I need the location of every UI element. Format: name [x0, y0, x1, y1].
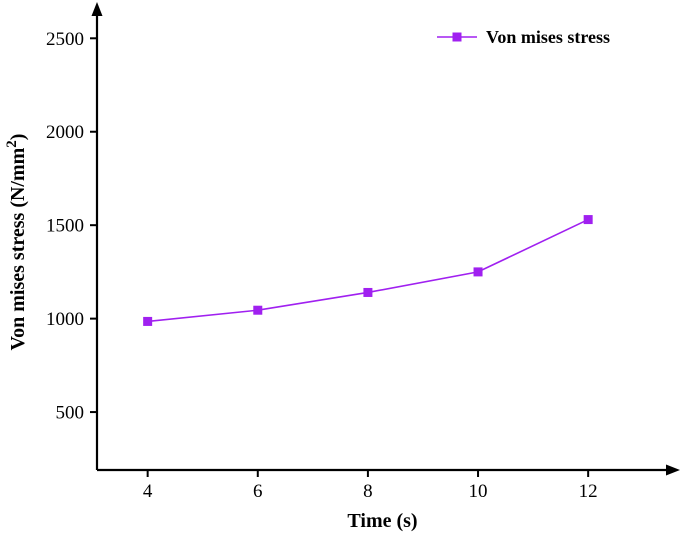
x-tick-label: 8 — [363, 481, 373, 502]
y-tick-label: 2500 — [46, 29, 84, 50]
y-tick-label: 500 — [56, 403, 85, 424]
y-axis-title: Von mises stress (N/mm2) — [4, 134, 29, 351]
legend-marker — [452, 32, 462, 42]
x-tick-label: 4 — [143, 481, 153, 502]
data-point-marker — [253, 305, 263, 315]
legend-label: Von mises stress — [486, 27, 610, 47]
x-tick-label: 6 — [253, 481, 263, 502]
data-point-marker — [363, 287, 373, 297]
x-tick-label: 10 — [469, 481, 488, 502]
y-tick-label: 2000 — [46, 122, 84, 143]
x-axis-arrow — [666, 464, 680, 476]
x-axis-title: Time (s) — [347, 510, 417, 532]
data-point-marker — [473, 267, 483, 277]
x-tick-label: 12 — [579, 481, 598, 502]
y-tick-label: 1000 — [46, 309, 84, 330]
series-line — [147, 218, 589, 323]
data-point-marker — [583, 215, 593, 225]
y-axis-arrow — [91, 2, 103, 16]
data-point-marker — [143, 316, 153, 326]
y-tick-label: 1500 — [46, 216, 84, 237]
